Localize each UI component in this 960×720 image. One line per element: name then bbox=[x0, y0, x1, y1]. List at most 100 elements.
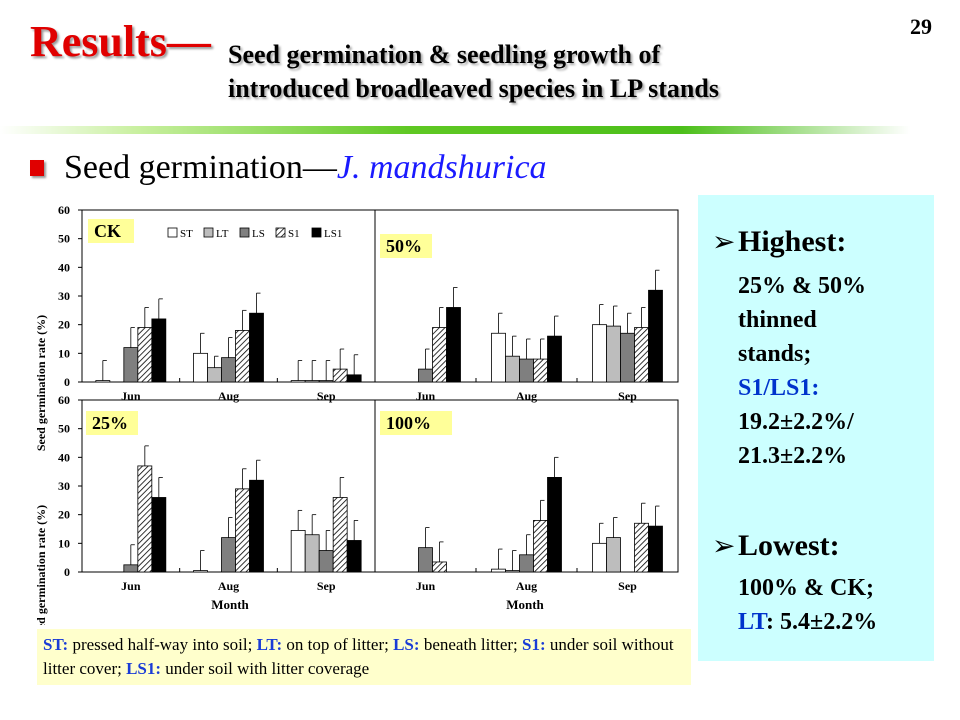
legend-swatch bbox=[203, 227, 214, 238]
heading-prefix: Seed germination— bbox=[64, 149, 337, 186]
bar bbox=[547, 335, 562, 383]
note-key: LT: bbox=[256, 635, 283, 654]
panel-label: 50% bbox=[386, 236, 422, 256]
note-value: beneath litter; bbox=[419, 635, 522, 654]
arrow-bullet-icon: ➢ bbox=[712, 225, 736, 258]
bar bbox=[533, 519, 548, 573]
x-tick-label: Sep bbox=[317, 389, 336, 403]
bar bbox=[137, 465, 153, 573]
bar bbox=[123, 564, 139, 573]
x-tick-label: Jun bbox=[121, 389, 141, 403]
legend-swatch bbox=[275, 227, 286, 238]
legend-label: LS bbox=[252, 228, 265, 240]
legend-swatch bbox=[167, 227, 178, 238]
note-value: under soil with litter coverage bbox=[161, 659, 370, 678]
note-value: on top of litter; bbox=[282, 635, 394, 654]
bar bbox=[332, 497, 348, 573]
x-tick-label: Aug bbox=[516, 579, 537, 593]
finding-line: 19.2±2.2%/ bbox=[738, 409, 854, 435]
finding-line: 25% & 50% bbox=[738, 273, 866, 299]
legend-swatch bbox=[239, 227, 250, 238]
y-tick-label: 20 bbox=[58, 508, 70, 522]
x-tick-label: Aug bbox=[218, 579, 239, 593]
heading-species: J. mandshurica bbox=[336, 149, 547, 186]
finding-highest-head: Highest: bbox=[738, 225, 847, 258]
bar bbox=[235, 488, 250, 573]
note-key: LS1: bbox=[126, 659, 162, 678]
x-axis-label-right: Month bbox=[506, 597, 544, 612]
bar bbox=[207, 367, 222, 383]
y-tick-label: 10 bbox=[58, 346, 70, 360]
slide-subtitle: Seed germination & seedling growth of in… bbox=[228, 38, 888, 106]
bar bbox=[249, 479, 264, 573]
x-tick-label: Aug bbox=[218, 389, 239, 403]
y-axis-label-top: Seed germination rate (%) bbox=[34, 315, 48, 451]
y-tick-label: 60 bbox=[58, 393, 70, 407]
finding-line: S1/LS1: bbox=[738, 375, 820, 401]
subtitle-line-2: introduced broadleaved species in LP sta… bbox=[228, 74, 719, 103]
bar bbox=[634, 327, 649, 383]
bar bbox=[418, 547, 433, 573]
note-value: pressed half-way into soil; bbox=[68, 635, 257, 654]
legend-swatch bbox=[311, 227, 322, 238]
bar bbox=[505, 355, 520, 383]
legend-label: LT bbox=[216, 228, 229, 240]
bar bbox=[491, 332, 506, 383]
legend-label: ST bbox=[180, 228, 193, 240]
x-axis-label-left: Month bbox=[211, 597, 249, 612]
note-key: LS: bbox=[393, 635, 420, 654]
bar bbox=[290, 530, 306, 573]
bar bbox=[151, 497, 167, 573]
subtitle-line-1: Seed germination & seedling growth of bbox=[228, 40, 661, 69]
y-tick-label: 60 bbox=[58, 203, 70, 217]
panel-label: CK bbox=[94, 221, 121, 241]
y-tick-label: 50 bbox=[58, 232, 70, 246]
note-key: S1: bbox=[522, 635, 546, 654]
bar bbox=[547, 476, 562, 573]
germination-chart: Seed germination rate (%) Seed germinati… bbox=[34, 203, 679, 625]
y-tick-label: 30 bbox=[58, 479, 70, 493]
finding-line-value: : 5.4±2.2% bbox=[766, 609, 878, 635]
bar bbox=[249, 312, 264, 383]
bar bbox=[648, 289, 663, 383]
bar bbox=[634, 522, 649, 573]
bar bbox=[606, 537, 621, 573]
bar bbox=[418, 368, 433, 383]
bar bbox=[432, 561, 447, 573]
x-tick-label: Sep bbox=[618, 579, 637, 593]
finding-line: stands; bbox=[738, 341, 812, 367]
bar bbox=[95, 380, 111, 383]
finding-line: 100% & CK; bbox=[738, 575, 874, 601]
finding-line: 21.3±2.2% bbox=[738, 443, 848, 469]
y-tick-label: 0 bbox=[64, 565, 70, 579]
y-tick-label: 10 bbox=[58, 536, 70, 550]
bar bbox=[446, 307, 461, 383]
title-divider bbox=[0, 126, 910, 134]
y-tick-label: 0 bbox=[64, 375, 70, 389]
panel-label-bg bbox=[86, 411, 138, 435]
x-tick-label: Sep bbox=[317, 579, 336, 593]
legend-label: LS1 bbox=[324, 228, 342, 240]
legend-label: S1 bbox=[288, 228, 300, 240]
bar bbox=[346, 374, 362, 383]
x-tick-label: Jun bbox=[416, 579, 436, 593]
panel-label-bg bbox=[380, 411, 452, 435]
note-key: ST: bbox=[43, 635, 69, 654]
finding-line-key: LT bbox=[738, 609, 767, 635]
bar bbox=[592, 324, 607, 383]
x-tick-label: Jun bbox=[416, 389, 436, 403]
bar bbox=[318, 550, 334, 573]
bar bbox=[346, 540, 362, 573]
slide-title: Results— bbox=[30, 17, 211, 66]
bar bbox=[519, 358, 534, 383]
bar bbox=[221, 537, 236, 573]
x-tick-label: Jun bbox=[121, 579, 141, 593]
bar bbox=[648, 525, 663, 573]
bar bbox=[318, 380, 334, 383]
y-tick-label: 40 bbox=[58, 260, 70, 274]
bar bbox=[151, 318, 167, 383]
bar bbox=[491, 568, 506, 573]
y-tick-label: 40 bbox=[58, 450, 70, 464]
panel-label: 100% bbox=[386, 413, 431, 433]
bar bbox=[432, 327, 447, 383]
